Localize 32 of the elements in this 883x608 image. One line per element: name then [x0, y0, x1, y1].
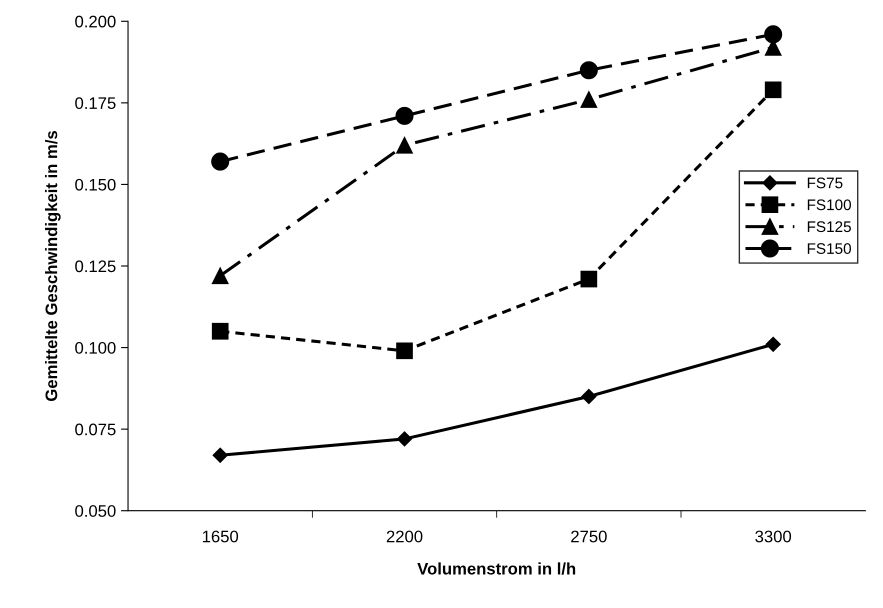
legend-label: FS125 [808, 221, 851, 232]
y-tick-label: 0.100 [75, 342, 116, 354]
x-tick-label: 2750 [571, 530, 607, 542]
legend-label: FS150 [808, 243, 851, 254]
legend-label: FS75 [808, 178, 842, 188]
point [580, 61, 598, 80]
legend-label: FS100 [808, 199, 851, 210]
point [581, 388, 596, 404]
y-tick-label: 0.200 [75, 16, 116, 28]
y-tick-label: 0.075 [75, 424, 116, 436]
point [212, 322, 229, 340]
x-tick-label: 2200 [386, 530, 422, 542]
point [764, 81, 782, 98]
point [212, 448, 228, 463]
point [580, 270, 598, 288]
y-tick-label: 0.175 [75, 97, 116, 110]
point [764, 25, 782, 44]
x-axis-title: Volumenstrom in l/h [417, 562, 576, 575]
y-axis-title: Gemittelte Geschwindigkeit in m/s [45, 130, 61, 401]
point [580, 91, 598, 108]
x-tick-label: 3300 [755, 530, 792, 542]
y-tick-label: 0.125 [75, 260, 116, 272]
point [766, 336, 781, 352]
y-tick-label: 0.150 [75, 178, 116, 191]
point [396, 431, 412, 447]
point [396, 136, 413, 154]
point [396, 342, 413, 360]
y-tick-label: 0.050 [75, 505, 116, 517]
point [395, 106, 414, 125]
point [212, 267, 229, 284]
x-tick-label: 1650 [202, 530, 238, 542]
point [211, 152, 230, 171]
